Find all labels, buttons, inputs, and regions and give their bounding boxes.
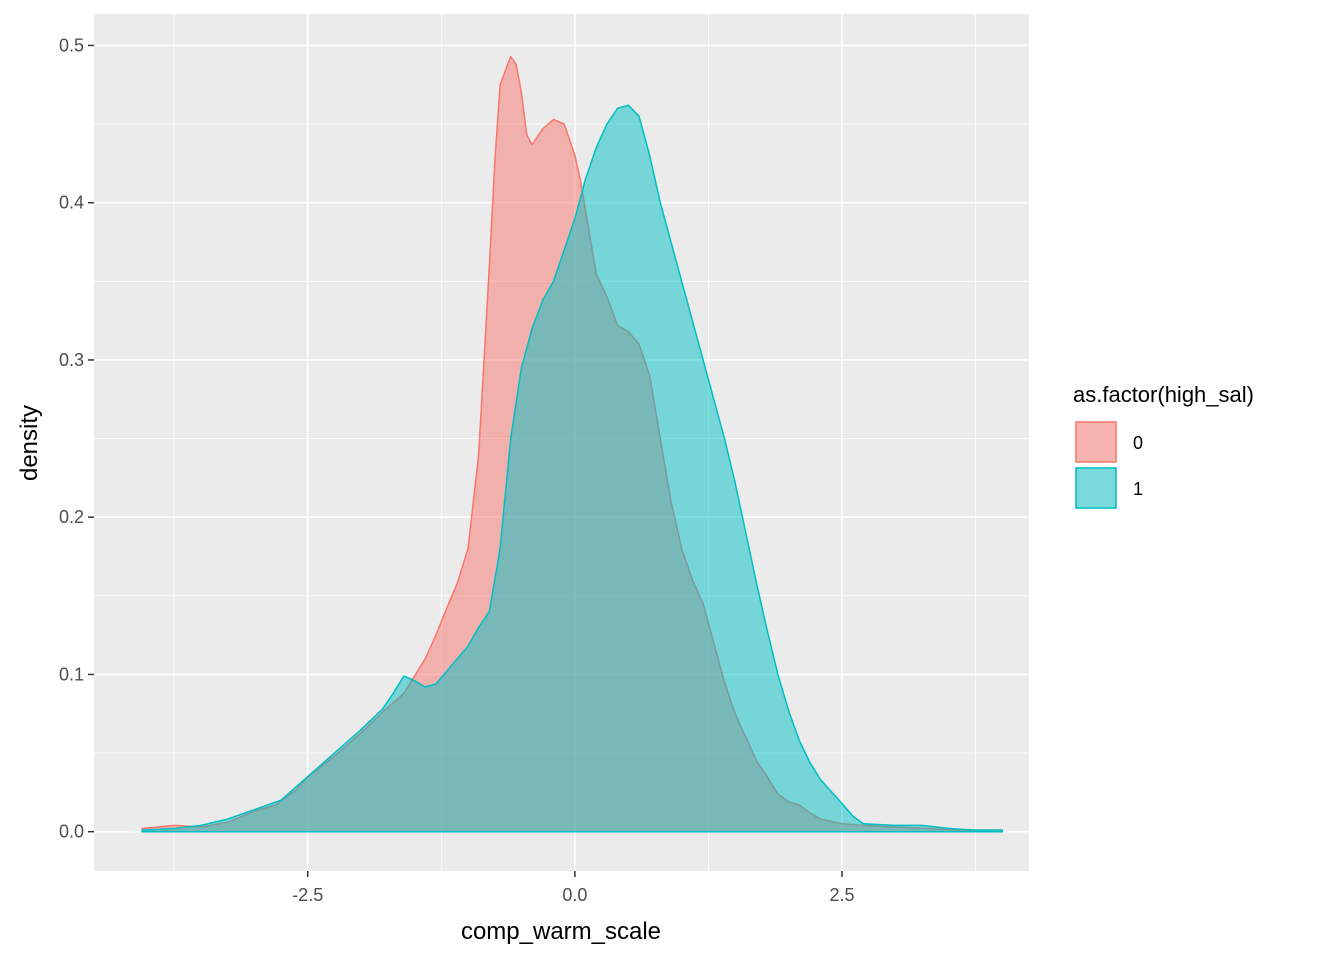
legend-items: 01 [1075, 421, 1143, 509]
y-axis: 0.0 0.1 0.2 0.3 0.4 0.5 [59, 35, 94, 842]
legend-title: as.factor(high_sal) [1073, 382, 1254, 407]
legend-label-1: 1 [1133, 479, 1143, 499]
y-tick-label: 0.4 [59, 193, 84, 213]
density-areas [141, 55, 1004, 833]
x-axis-title: comp_warm_scale [461, 918, 661, 945]
y-tick-label: 0.2 [59, 507, 84, 527]
legend: as.factor(high_sal) 01 [1073, 382, 1254, 509]
legend-swatch-0 [1075, 421, 1117, 463]
legend-label-0: 0 [1133, 433, 1143, 453]
y-tick-label: 0.5 [59, 35, 84, 55]
y-axis-title: density [16, 405, 43, 481]
x-tick-label: 2.5 [829, 885, 854, 905]
x-tick-label: 0.0 [562, 885, 587, 905]
y-tick-label: 0.3 [59, 350, 84, 370]
x-tick-label: -2.5 [292, 885, 323, 905]
x-axis: -2.5 0.0 2.5 [292, 871, 855, 905]
y-tick-label: 0.1 [59, 664, 84, 684]
legend-swatch-1 [1075, 467, 1117, 509]
y-tick-label: 0.0 [59, 822, 84, 842]
density-area-1 [141, 104, 1004, 833]
